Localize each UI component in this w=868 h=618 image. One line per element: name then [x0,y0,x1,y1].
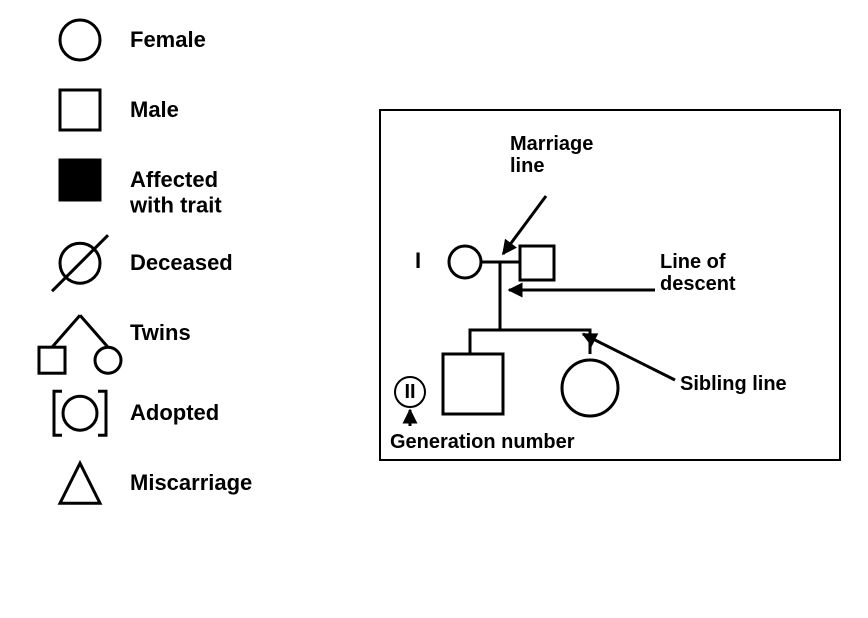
affected-icon [60,160,100,200]
legend-label-affected: Affectedwith trait [129,167,222,217]
gen2-male-icon [443,354,503,414]
legend: Female Male Affectedwith trait Deceased Twin… [39,20,252,503]
legend-item-twins: Twins [39,315,191,373]
legend-item-adopted: Adopted [54,391,219,435]
sibling-annotation-label: Sibling line [680,373,787,395]
gen1-female-icon [449,246,481,278]
marriage-annotation-label: Marriageline [510,133,593,177]
legend-item-male: Male [60,90,179,130]
twin-male-icon [39,347,65,373]
adopted-icon [63,396,97,430]
legend-item-affected: Affectedwith trait [60,160,222,217]
pedigree-example: IIIMarriagelineLine ofdescentSibling lin… [380,110,840,460]
legend-label-male: Male [130,97,179,122]
generation-annotation-label: Generation number [390,431,575,453]
legend-item-deceased: Deceased [52,235,233,291]
descent-annotation-label: Line ofdescent [660,251,736,295]
legend-label-deceased: Deceased [130,250,233,275]
legend-item-miscarriage: Miscarriage [60,463,252,503]
legend-label-adopted: Adopted [130,400,219,425]
legend-label-twins: Twins [130,320,191,345]
legend-item-female: Female [60,20,206,60]
gen2-female-icon [562,360,618,416]
miscarriage-icon [60,463,100,503]
twin-female-icon [95,347,121,373]
sibling-annotation-arrow [583,334,675,380]
generation-2-label: II [404,381,415,403]
legend-label-miscarriage: Miscarriage [130,470,252,495]
female-icon [60,20,100,60]
male-icon [60,90,100,130]
gen1-male-icon [520,246,554,280]
generation-1-label: I [415,248,421,273]
legend-label-female: Female [130,27,206,52]
sibling-line [470,330,590,354]
pedigree-diagram: Female Male Affectedwith trait Deceased Twin… [0,0,868,618]
